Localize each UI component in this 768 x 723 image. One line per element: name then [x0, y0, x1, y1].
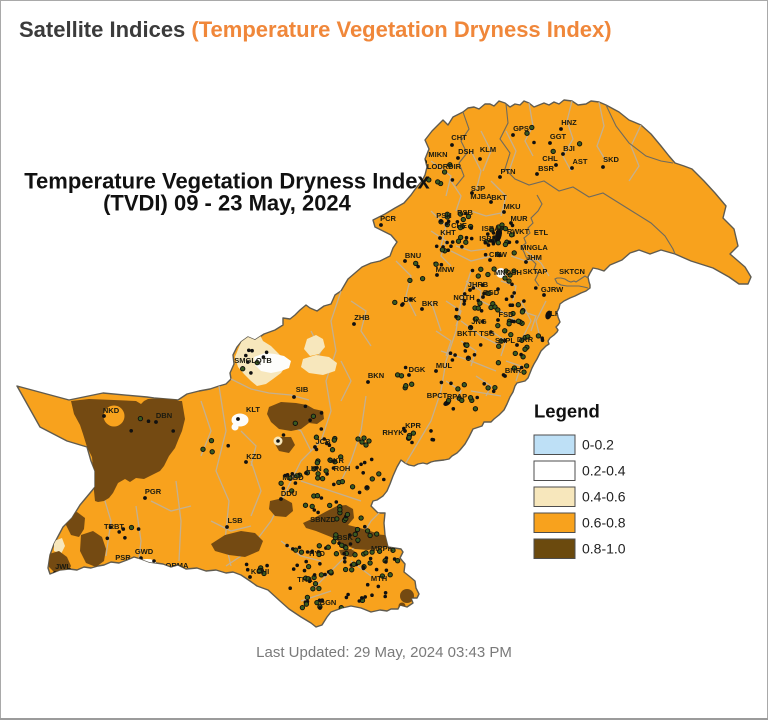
svg-text:0-0.2: 0-0.2 [582, 437, 614, 453]
svg-text:BSR: BSR [538, 164, 554, 173]
svg-text:KZD: KZD [246, 452, 262, 461]
svg-text:PGR: PGR [145, 487, 162, 496]
svg-text:FSD: FSD [499, 310, 515, 319]
svg-text:HYD: HYD [309, 549, 325, 558]
svg-text:DDU: DDU [281, 489, 297, 498]
svg-text:THA: THA [297, 575, 313, 584]
svg-text:BNU: BNU [405, 251, 421, 260]
svg-text:NOTH: NOTH [453, 293, 474, 302]
svg-text:KLT: KLT [246, 405, 260, 414]
svg-text:Temperature Vegetation Dryness: Temperature Vegetation Dryness Index [24, 169, 430, 194]
svg-text:SMGLQTB: SMGLQTB [234, 356, 272, 365]
svg-text:MUR: MUR [510, 214, 528, 223]
svg-text:GGT: GGT [550, 132, 567, 141]
svg-text:DGK: DGK [409, 365, 426, 374]
svg-text:MJBA: MJBA [470, 192, 492, 201]
svg-text:DKR: DKR [517, 335, 534, 344]
svg-text:GJRW: GJRW [541, 285, 564, 294]
svg-text:JCB: JCB [315, 437, 331, 446]
svg-text:CHE: CHE [451, 221, 467, 230]
svg-text:KLM: KLM [480, 145, 496, 154]
svg-text:BGN: BGN [320, 598, 337, 607]
svg-text:0.4-0.6: 0.4-0.6 [582, 489, 626, 505]
svg-text:MKU: MKU [503, 202, 520, 211]
svg-text:(TVDI) 09 - 23 May, 2024: (TVDI) 09 - 23 May, 2024 [103, 191, 352, 216]
svg-text:NKD: NKD [103, 406, 120, 415]
svg-text:Legend: Legend [534, 401, 600, 422]
svg-text:SKTAP: SKTAP [523, 267, 548, 276]
svg-text:DBN: DBN [156, 411, 172, 420]
svg-text:BKN: BKN [368, 371, 384, 380]
svg-text:DIK: DIK [404, 295, 418, 304]
svg-text:BKTT: BKTT [457, 329, 477, 338]
svg-text:SBNZD: SBNZD [310, 515, 336, 524]
svg-text:JHM: JHM [526, 253, 542, 262]
svg-text:HNZ: HNZ [561, 118, 577, 127]
svg-text:KPR: KPR [405, 421, 421, 430]
svg-text:ISBAF: ISBAF [482, 224, 505, 233]
svg-text:MUL: MUL [436, 361, 453, 370]
svg-text:CHT: CHT [451, 133, 467, 142]
svg-text:SHPL: SHPL [495, 336, 515, 345]
svg-text:TSG: TSG [479, 329, 495, 338]
svg-text:MNDBH: MNDBH [494, 268, 522, 277]
svg-text:SGD: SGD [483, 288, 500, 297]
svg-text:MNGLA: MNGLA [520, 243, 548, 252]
svg-text:MTH: MTH [371, 574, 387, 583]
svg-text:ETL: ETL [534, 228, 549, 237]
svg-text:PTN: PTN [501, 167, 516, 176]
svg-text:MRPK: MRPK [371, 544, 394, 553]
svg-text:SKTCN: SKTCN [559, 267, 585, 276]
svg-text:0.8-1.0: 0.8-1.0 [582, 541, 626, 557]
svg-text:BKR: BKR [422, 299, 439, 308]
svg-text:BKT: BKT [491, 193, 507, 202]
svg-text:MNW: MNW [436, 265, 456, 274]
svg-text:PSR: PSR [115, 553, 131, 562]
svg-text:0.2-0.4: 0.2-0.4 [582, 463, 626, 479]
svg-text:KCHI: KCHI [251, 567, 269, 576]
svg-text:GPS: GPS [513, 124, 529, 133]
svg-text:DSH: DSH [458, 147, 474, 156]
svg-text:KHT: KHT [440, 228, 456, 237]
svg-text:RWKT: RWKT [507, 227, 530, 236]
svg-text:BPCT: BPCT [427, 391, 448, 400]
svg-text:SKR: SKR [328, 456, 344, 465]
svg-text:SJP: SJP [471, 184, 485, 193]
svg-text:0.6-0.8: 0.6-0.8 [582, 515, 626, 531]
svg-text:JHRB: JHRB [468, 280, 489, 289]
svg-text:SIB: SIB [296, 385, 309, 394]
svg-text:LKN: LKN [306, 464, 321, 473]
svg-text:JWL: JWL [55, 562, 71, 571]
svg-text:LSB: LSB [228, 516, 244, 525]
svg-text:ISBP: ISBP [479, 234, 497, 243]
svg-text:JNG: JNG [471, 317, 487, 326]
svg-text:BSK: BSK [337, 533, 353, 542]
svg-text:LODRDIR: LODRDIR [427, 162, 462, 171]
svg-text:RHYK: RHYK [382, 428, 404, 437]
svg-text:PCR: PCR [380, 214, 396, 223]
svg-text:MIKN: MIKN [428, 150, 447, 159]
svg-text:RPAP: RPAP [447, 392, 467, 401]
svg-text:RSB: RSB [457, 208, 473, 217]
svg-text:TRBT: TRBT [104, 522, 124, 531]
svg-text:GWD: GWD [135, 547, 154, 556]
svg-text:SKD: SKD [603, 155, 619, 164]
svg-text:CKW: CKW [489, 250, 508, 259]
svg-text:MJBD: MJBD [282, 473, 304, 482]
svg-text:AST: AST [573, 157, 588, 166]
svg-text:BJI: BJI [563, 144, 575, 153]
svg-text:CHL: CHL [542, 154, 558, 163]
svg-text:ZHB: ZHB [354, 313, 370, 322]
svg-text:BNR: BNR [505, 366, 522, 375]
svg-text:ROH: ROH [334, 464, 351, 473]
svg-text:PSH: PSH [436, 211, 451, 220]
